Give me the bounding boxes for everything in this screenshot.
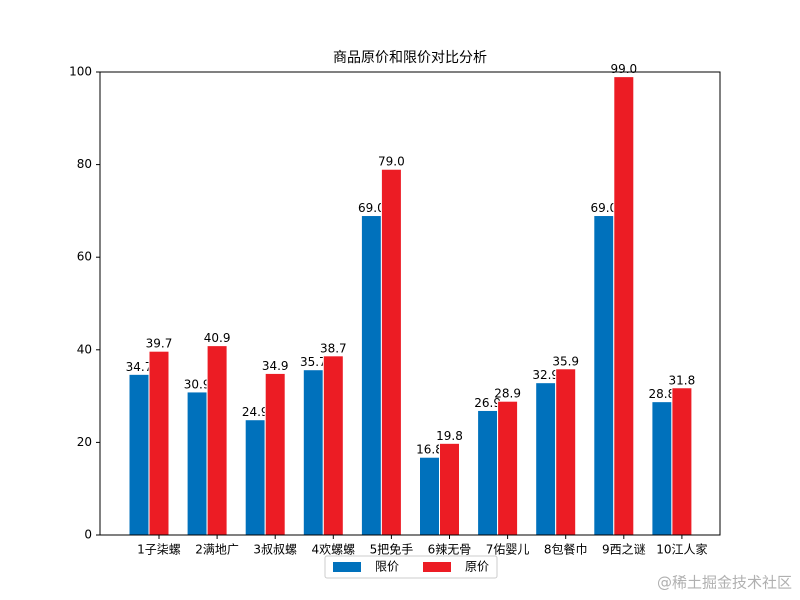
bar [671,387,693,536]
bar [613,76,635,536]
y-tick-label: 60 [77,250,92,264]
bar [380,168,402,536]
value-label: 99.0 [610,62,637,76]
watermark: @稀土掘金技术社区 [657,574,792,592]
value-label: 69.0 [358,201,385,215]
x-tick-label: 9西之谜 [602,543,646,557]
x-tick-label: 6辣无骨 [428,543,472,557]
bar [593,215,615,536]
chart-title: 商品原价和限价对比分析 [333,50,487,66]
bar [302,369,324,536]
value-label: 38.7 [320,341,347,355]
value-label: 30.9 [184,377,211,391]
x-tick-label: 8包餐巾 [544,542,588,557]
x-tick-label: 1子柒螺 [137,543,181,557]
value-label: 28.8 [649,387,676,401]
legend-label: 原价 [465,560,489,574]
x-tick-label: 4欢螺螺 [311,542,355,557]
bar [264,372,286,536]
y-tick-label: 20 [77,435,92,449]
x-tick-label: 5把免手 [370,542,414,557]
value-label: 28.9 [494,387,521,401]
y-tick-label: 0 [84,528,92,542]
x-tick-label: 7佑婴儿 [486,543,530,557]
bar [535,382,557,536]
bar [148,350,170,536]
bar [497,400,519,536]
value-label: 34.7 [126,360,153,374]
value-label: 35.7 [300,355,327,369]
bar [439,442,460,536]
bar [206,345,228,536]
x-tick-label: 10江人家 [656,542,707,557]
legend-swatch [423,562,451,572]
value-label: 69.0 [590,201,617,215]
value-label: 19.8 [436,429,463,443]
value-label: 26.9 [474,396,501,410]
value-label: 34.9 [262,359,289,373]
bar [477,409,499,536]
value-label: 79.0 [378,155,405,169]
x-tick-label: 2满地广 [195,543,239,557]
bar [244,419,266,536]
bar [128,373,150,536]
bar [555,368,577,536]
y-tick-label: 40 [77,342,92,356]
legend-label: 限价 [375,560,399,574]
y-tick-label: 80 [77,157,92,171]
bar [360,215,382,536]
bar [419,456,440,536]
bar [186,391,208,536]
x-tick-label: 3叔叔螺 [253,543,297,557]
value-label: 24.9 [242,405,269,419]
value-label: 40.9 [204,331,231,345]
value-label: 16.8 [416,443,443,457]
bar [322,355,344,536]
value-label: 35.9 [552,354,579,368]
plot-frame [99,71,721,536]
value-label: 39.7 [146,337,173,351]
y-tick-label: 100 [69,65,92,79]
value-label: 31.8 [669,373,696,387]
legend-box [324,555,498,579]
legend-swatch [333,562,361,572]
value-label: 32.9 [532,368,559,382]
bar [651,401,673,536]
